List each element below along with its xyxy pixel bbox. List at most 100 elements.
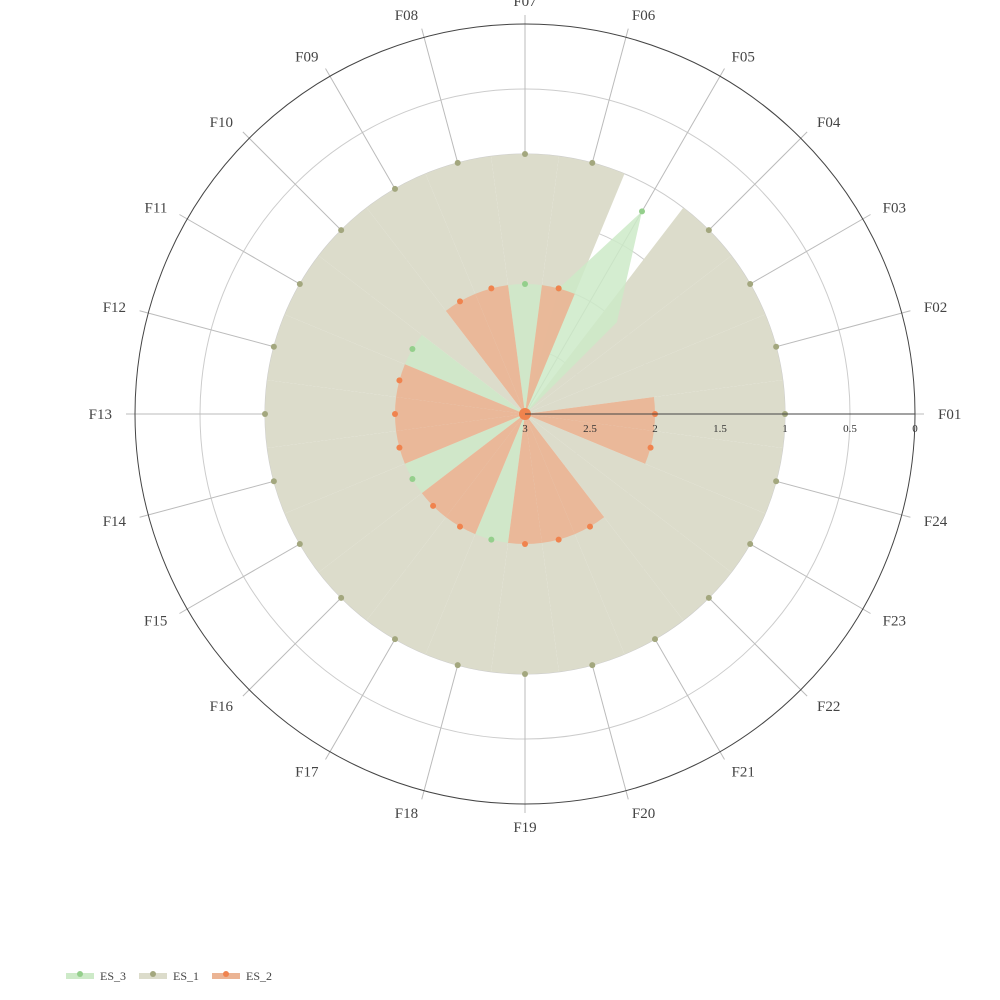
marker-es-2[interactable] (555, 285, 562, 292)
marker-es-1[interactable] (705, 227, 712, 234)
sector-es-2[interactable] (394, 397, 525, 431)
marker-es-2[interactable] (457, 298, 463, 305)
sector-es-2[interactable] (445, 414, 525, 535)
legend-item-es-1[interactable]: ES_1 (139, 969, 199, 983)
category-label: F10 (210, 115, 233, 131)
sector-es-2[interactable] (508, 414, 542, 545)
series-es-1 (264, 153, 786, 675)
category-label: F16 (210, 699, 234, 715)
sector-es-1[interactable] (525, 414, 732, 621)
marker-es-2[interactable] (430, 502, 437, 509)
marker-es-1[interactable] (454, 159, 461, 166)
marker-es-1[interactable] (522, 671, 528, 677)
category-label: F24 (924, 514, 948, 530)
marker-es-1[interactable] (589, 159, 596, 166)
sector-es-3[interactable] (404, 414, 525, 494)
category-label: F21 (732, 765, 755, 781)
marker-es-1[interactable] (296, 281, 303, 287)
marker-es-1[interactable] (773, 478, 780, 485)
category-label: F02 (924, 300, 947, 316)
marker-es-1[interactable] (392, 636, 398, 643)
legend-marker (150, 971, 156, 977)
marker-es-1[interactable] (296, 541, 303, 547)
marker-es-2[interactable] (587, 523, 593, 530)
radial-tick-label: 0.5 (843, 423, 857, 435)
category-label: F18 (395, 806, 418, 822)
radial-tick-label: 1.5 (713, 423, 727, 435)
sector-es-2[interactable] (525, 414, 575, 543)
series-sectors (264, 153, 786, 675)
marker-es-2[interactable] (555, 536, 562, 543)
sector-es-1[interactable] (525, 414, 766, 573)
series-es-2 (394, 285, 656, 545)
legend-item-es-2[interactable]: ES_2 (212, 969, 272, 983)
marker-es-2[interactable] (488, 285, 495, 292)
category-label: F19 (513, 820, 536, 836)
radial-tick-labels: 3 2.5 2 1.5 1 0.5 0 (522, 423, 918, 435)
radial-tick-label: 0 (912, 423, 918, 435)
category-label: F22 (817, 699, 840, 715)
radial-tick-label: 1 (782, 423, 788, 435)
marker-es-2[interactable] (457, 523, 463, 530)
sector-es-3[interactable] (508, 283, 542, 414)
sector-es-1[interactable] (525, 314, 783, 415)
sector-es-2[interactable] (525, 414, 654, 464)
radial-tick-label: 3 (522, 423, 528, 435)
marker-es-1[interactable] (338, 594, 345, 601)
category-labels: F01 F02 F03 F04 F05 F06 F07 F08 F09 F10 F11 F12 F13 F… (89, 0, 962, 836)
marker-es-2[interactable] (392, 411, 398, 417)
sector-es-2[interactable] (525, 285, 575, 414)
marker-es-1[interactable] (262, 411, 268, 417)
marker-es-1[interactable] (705, 594, 712, 601)
sector-es-2[interactable] (396, 414, 525, 464)
sector-es-2[interactable] (421, 414, 525, 518)
sector-es-3[interactable] (475, 414, 525, 543)
marker-es-1[interactable] (338, 227, 345, 234)
sector-es-1[interactable] (318, 207, 525, 414)
category-label: F11 (145, 201, 168, 217)
sector-es-3[interactable] (404, 334, 525, 414)
sector-es-1[interactable] (525, 207, 732, 414)
marker-es-3[interactable] (409, 346, 416, 352)
marker-es-1[interactable] (747, 281, 754, 287)
marker-es-1[interactable] (589, 662, 596, 669)
marker-es-1[interactable] (454, 662, 461, 669)
sector-es-2[interactable] (396, 364, 525, 414)
marker-es-2[interactable] (647, 444, 654, 451)
marker-es-1[interactable] (392, 185, 398, 192)
sector-es-2[interactable] (525, 414, 605, 535)
marker-es-1[interactable] (652, 636, 658, 643)
category-label: F05 (732, 49, 755, 65)
sector-es-2[interactable] (475, 285, 525, 414)
category-label: F12 (103, 300, 126, 316)
marker-es-3[interactable] (409, 476, 416, 482)
marker-es-3[interactable] (522, 281, 528, 287)
category-label: F13 (89, 407, 112, 423)
marker-es-3[interactable] (639, 208, 645, 215)
category-label: F03 (883, 201, 906, 217)
marker-es-1[interactable] (747, 541, 754, 547)
marker-es-2[interactable] (396, 377, 403, 384)
category-label: F14 (103, 514, 127, 530)
marker-es-1[interactable] (270, 478, 277, 485)
marker-es-3[interactable] (488, 536, 495, 543)
legend[interactable]: ES_3 ES_1 ES_2 (66, 969, 272, 983)
legend-item-es-3[interactable]: ES_3 (66, 969, 126, 983)
category-label: F07 (513, 0, 537, 10)
category-label: F01 (938, 407, 961, 423)
category-label: F23 (883, 614, 906, 630)
marker-es-2[interactable] (396, 444, 403, 451)
category-label: F17 (295, 765, 319, 781)
legend-marker (77, 971, 83, 977)
sector-es-2[interactable] (445, 293, 525, 414)
sector-es-3[interactable] (525, 211, 642, 414)
legend-marker (223, 971, 229, 977)
marker-es-1[interactable] (773, 343, 780, 350)
marker-es-1[interactable] (270, 343, 277, 350)
radial-tick-label: 2.5 (583, 423, 597, 435)
radial-tick-label: 2 (652, 423, 658, 435)
sector-es-1[interactable] (525, 255, 766, 414)
marker-es-1[interactable] (522, 151, 528, 157)
marker-es-2[interactable] (522, 541, 528, 547)
